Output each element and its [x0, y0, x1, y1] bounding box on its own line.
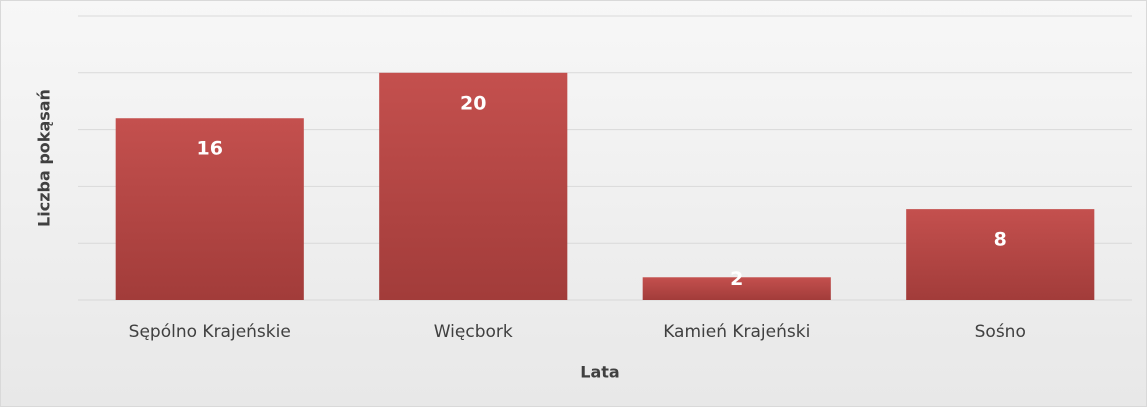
y-axis-label: Liczba pokąsań [35, 89, 54, 227]
bar [642, 277, 831, 300]
data-label: 8 [994, 229, 1007, 251]
data-label: 16 [197, 138, 223, 160]
x-tick-label: Więcbork [434, 322, 513, 342]
bar [906, 209, 1095, 300]
bar [379, 72, 568, 300]
x-tick-label: Sośno [975, 322, 1026, 342]
x-axis-label: Lata [580, 363, 619, 382]
bar [115, 118, 304, 301]
x-tick-label: Sępólno Krajeńskie [129, 322, 291, 342]
data-label: 20 [460, 92, 486, 114]
data-label: 2 [730, 268, 743, 290]
x-tick-label: Kamień Krajeński [663, 322, 810, 342]
